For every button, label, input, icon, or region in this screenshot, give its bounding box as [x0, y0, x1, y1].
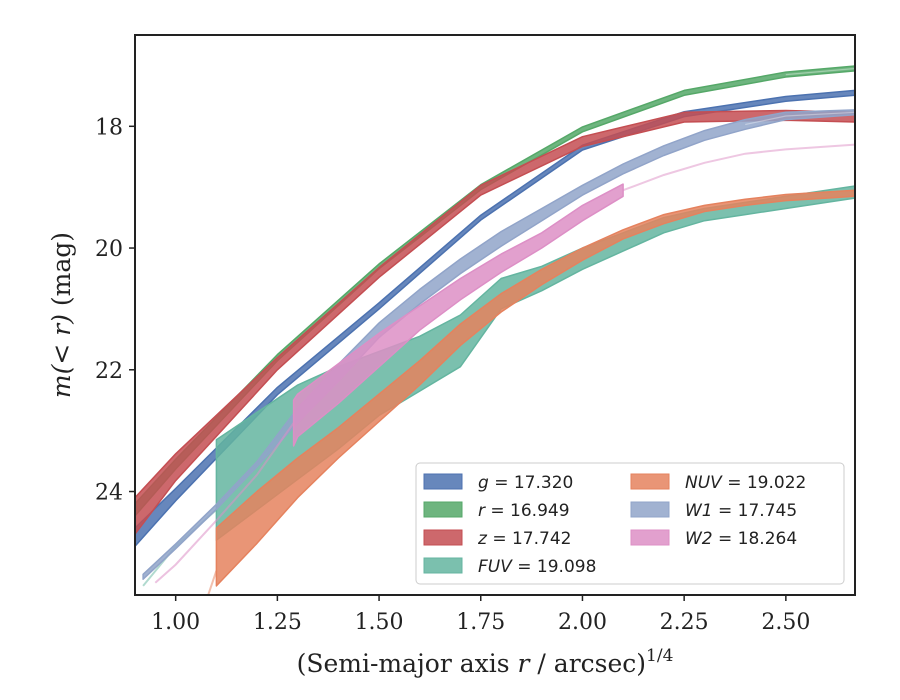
series-layer	[135, 65, 855, 595]
legend-label-W1: W1 = 17.745	[685, 501, 797, 521]
series-FUV-band	[215, 185, 855, 541]
legend-frame	[415, 462, 845, 585]
series-NUV-extension	[207, 570, 218, 595]
y-tick-label: 18	[95, 115, 123, 140]
legend-swatch-W2	[630, 529, 670, 546]
y-axis-label: m(< r) (mag)	[47, 232, 76, 398]
legend-entry-r: r = 16.949	[423, 501, 570, 521]
series-W2	[154, 143, 855, 584]
series-W2-lead	[154, 422, 295, 584]
x-tick-label: 2.00	[558, 610, 607, 635]
legend-label-r: r = 16.949	[478, 501, 570, 521]
x-tick-label: 1.00	[151, 610, 200, 635]
plot-frame	[134, 34, 856, 596]
legend-swatch-r	[423, 501, 463, 518]
legend-entry-g: g = 17.320	[423, 473, 573, 493]
legend-swatch-z	[423, 529, 463, 546]
legend-label-g: g = 17.320	[478, 473, 573, 493]
legend-swatch-g	[423, 473, 463, 490]
legend-entry-W2: W2 = 18.264	[630, 529, 797, 549]
legend-label-NUV: NUV = 19.022	[685, 473, 806, 493]
series-W2-band	[292, 183, 624, 447]
series-W2-extension	[622, 143, 855, 192]
series-z	[135, 109, 855, 535]
legend: g = 17.320 r = 16.949 z = 17.742 FUV = 19.0…	[415, 462, 845, 585]
x-tick-label: 2.25	[660, 610, 709, 635]
legend-entry-NUV: NUV = 19.022	[630, 473, 806, 493]
y-tick-label: 22	[95, 359, 123, 384]
series-g	[135, 89, 855, 548]
legend-swatch-NUV	[630, 473, 670, 490]
ticks-layer: 18 20 22 24 1.00 1.25 1.50 1.75 2.00 2.25 2.50	[95, 115, 810, 635]
series-z-band	[135, 109, 855, 535]
x-tick-label: 1.75	[456, 610, 505, 635]
legend-swatch-FUV	[423, 557, 463, 574]
legend-label-z: z = 17.742	[477, 529, 571, 549]
x-tick-label: 1.25	[253, 610, 302, 635]
legend-label-W2: W2 = 18.264	[685, 529, 797, 549]
series-NUV	[207, 189, 855, 595]
x-tick-label: 1.50	[355, 610, 404, 635]
series-W1-tail	[745, 111, 855, 126]
x-tick-label: 2.50	[761, 610, 810, 635]
series-NUV-band	[215, 189, 855, 587]
y-tick-label: 20	[95, 237, 123, 262]
x-axis-label: (Semi-major axis r / arcsec)1/4	[297, 646, 674, 678]
series-r-tail	[785, 67, 855, 76]
legend-entry-W1: W1 = 17.745	[630, 501, 797, 521]
series-g-band	[135, 89, 855, 548]
legend-entry-z: z = 17.742	[423, 529, 571, 549]
legend-entry-FUV: FUV = 19.098	[423, 557, 596, 577]
y-tick-label: 24	[95, 481, 123, 506]
legend-swatch-W1	[630, 501, 670, 518]
legend-label-FUV: FUV = 19.098	[478, 557, 596, 577]
